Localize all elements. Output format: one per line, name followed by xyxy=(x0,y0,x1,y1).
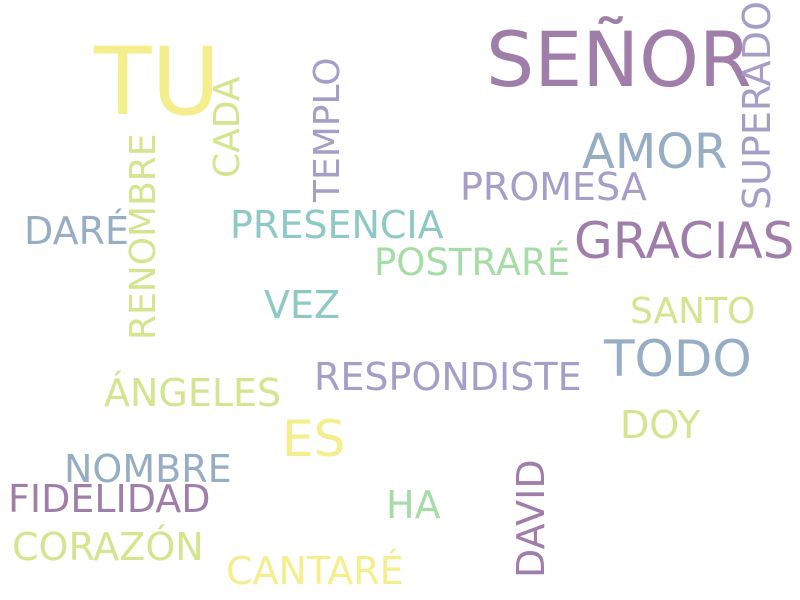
word-cantare: CANTARÉ xyxy=(226,549,404,593)
word-presencia: PRESENCIA xyxy=(230,203,444,247)
word-promesa: PROMESA xyxy=(460,165,647,209)
word-respondiste: RESPONDISTE xyxy=(314,355,582,399)
word-angeles: ÁNGELES xyxy=(104,371,282,415)
word-santo: SANTO xyxy=(630,291,756,332)
word-tu: TU xyxy=(94,28,221,137)
word-doy: DOY xyxy=(620,403,701,447)
word-senor: SEÑOR xyxy=(486,15,752,104)
word-superado: SUPERADO xyxy=(735,1,779,210)
word-vez: VEZ xyxy=(264,283,341,327)
word-amor: AMOR xyxy=(582,124,728,180)
word-templo: TEMPLO xyxy=(307,57,348,202)
word-dare: DARÉ xyxy=(24,209,130,253)
word-nombre: NOMBRE xyxy=(64,447,232,491)
word-fidelidad: FIDELIDAD xyxy=(8,477,211,521)
word-cada: CADA xyxy=(207,76,248,178)
word-postrare: POSTRARÉ xyxy=(374,241,571,284)
word-corazon: CORAZÓN xyxy=(12,525,204,569)
word-es: ES xyxy=(282,410,346,468)
word-todo: TODO xyxy=(604,330,752,388)
word-david: DAVID xyxy=(509,459,553,578)
word-ha: HA xyxy=(386,483,441,527)
word-gracias: GRACIAS xyxy=(574,212,795,270)
word-renombre: RENOMBRE xyxy=(123,133,164,340)
